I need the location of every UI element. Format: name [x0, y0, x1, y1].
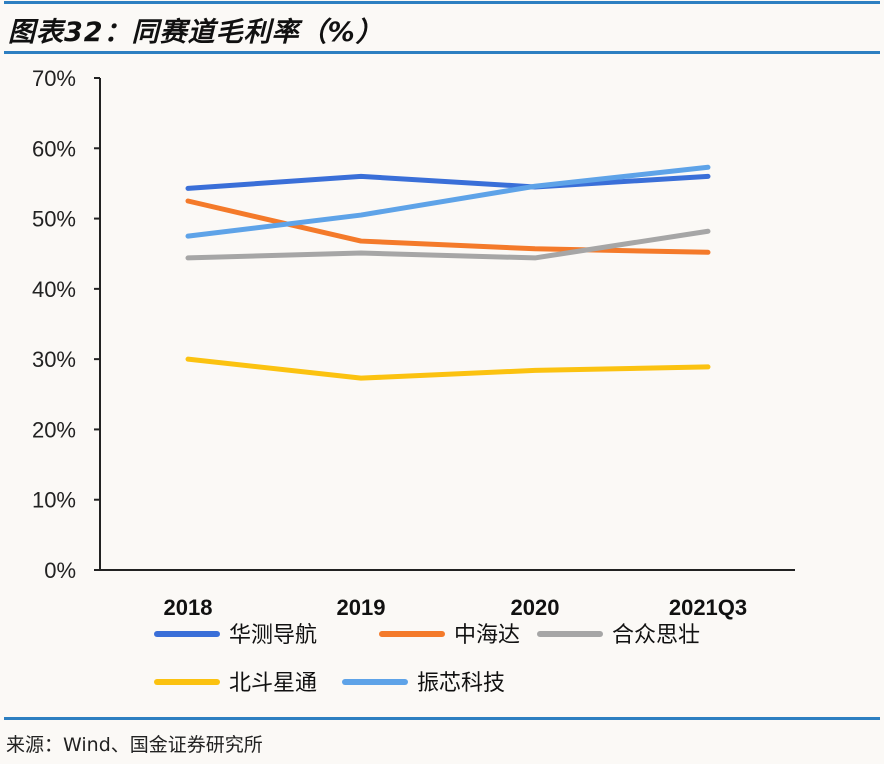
x-tick-label: 2020 [511, 595, 560, 620]
x-tick-label: 2021Q3 [669, 595, 747, 620]
legend-label: 中海达 [454, 623, 520, 648]
chart-title: 图表32：同赛道毛利率（%） [8, 17, 384, 48]
series-line-2 [185, 198, 711, 255]
legend-label: 华测导航 [229, 623, 317, 648]
legend-label: 振芯科技 [417, 671, 505, 696]
legend-label: 合众思壮 [612, 623, 700, 648]
source-note: 来源：Wind、国金证券研究所 [6, 734, 263, 756]
y-tick-label: 0% [44, 558, 76, 583]
y-tick-label: 70% [32, 66, 76, 91]
series-line-3 [185, 228, 711, 261]
y-tick-label: 10% [32, 488, 76, 513]
x-tick-label: 2018 [164, 595, 213, 620]
series-line-1 [185, 173, 711, 191]
series-line-5 [185, 164, 711, 239]
y-tick-label: 20% [32, 417, 76, 442]
series-line-4 [185, 356, 711, 381]
bottom-rule [4, 717, 880, 720]
y-tick-label: 40% [32, 277, 76, 302]
y-tick-label: 30% [32, 347, 76, 372]
x-tick-label: 2019 [337, 595, 386, 620]
y-tick-label: 60% [32, 136, 76, 161]
y-tick-label: 50% [32, 207, 76, 232]
top-rule [4, 1, 880, 4]
legend-label: 北斗星通 [229, 671, 317, 696]
title-rule [4, 51, 880, 54]
